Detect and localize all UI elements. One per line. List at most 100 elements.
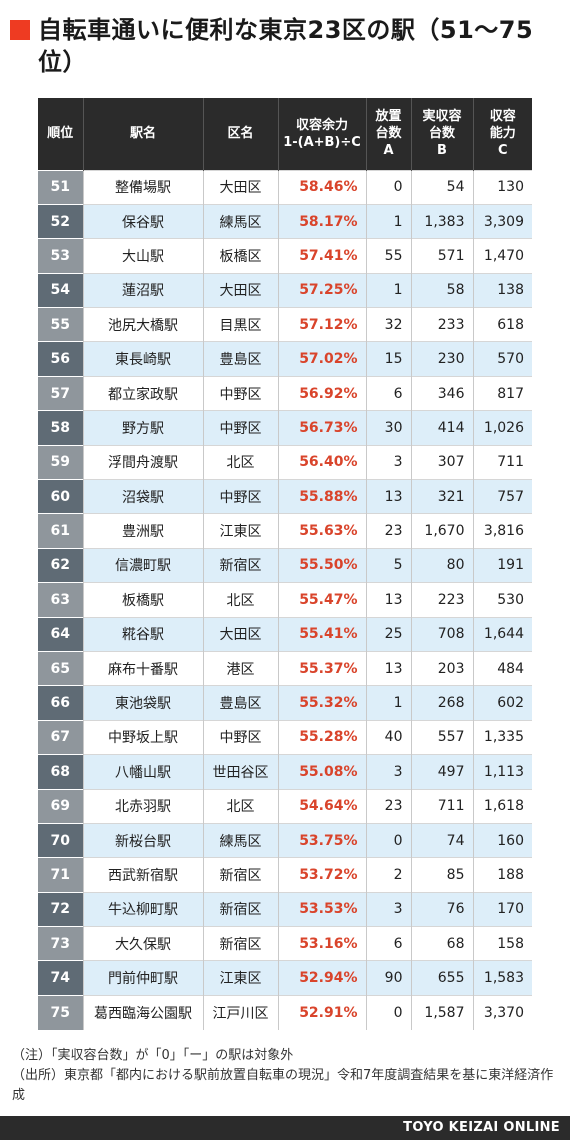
footer-brand-bar: TOYO KEIZAI ONLINE: [0, 1116, 570, 1140]
abandoned-cell: 6: [365, 375, 411, 411]
header-rank: 順位: [38, 98, 83, 170]
abandoned-cell: 2: [365, 857, 411, 893]
station-cell: 糀谷駅: [82, 616, 203, 652]
table-row: 72 牛込柳町駅 新宿区 53.53% 3 76 170: [38, 891, 532, 927]
table-row: 56 東長崎駅 豊島区 57.02% 15 230 570: [38, 341, 532, 377]
rank-cell: 61: [38, 513, 83, 549]
ward-cell: 北区: [202, 788, 278, 824]
footnotes: （注）「実収容台数」が「0」「ー」の駅は対象外 （出所）東京都「都内における駅前…: [12, 1046, 562, 1106]
station-cell: 葛西臨海公園駅: [82, 994, 203, 1030]
rank-cell: 68: [38, 754, 83, 790]
title-block: 自転車通いに便利な東京23区の駅（51〜75位）: [10, 14, 560, 78]
station-cell: 野方駅: [82, 410, 203, 446]
rank-cell: 67: [38, 719, 83, 755]
ward-cell: 江東区: [202, 513, 278, 549]
ratio-cell: 55.28%: [277, 719, 366, 755]
station-cell: 沼袋駅: [82, 479, 203, 514]
note-exclusion: （注）「実収容台数」が「0」「ー」の駅は対象外: [12, 1048, 294, 1063]
actual-cell: 76: [410, 891, 473, 927]
actual-cell: 321: [410, 479, 473, 514]
table-row: 68 八幡山駅 世田谷区 55.08% 3 497 1,113: [38, 754, 532, 790]
station-cell: 八幡山駅: [82, 754, 203, 790]
abandoned-cell: 5: [365, 547, 411, 583]
actual-cell: 80: [410, 547, 473, 583]
capacity-cell: 3,309: [472, 203, 532, 239]
capacity-cell: 160: [472, 822, 532, 858]
abandoned-cell: 25: [365, 616, 411, 652]
capacity-cell: 484: [472, 650, 532, 686]
rank-cell: 57: [38, 375, 83, 411]
ratio-cell: 54.64%: [277, 788, 366, 824]
header-b-line3: B: [437, 143, 447, 159]
ratio-cell: 56.73%: [277, 410, 366, 446]
station-cell: 中野坂上駅: [82, 719, 203, 755]
ratio-cell: 55.50%: [277, 547, 366, 583]
table-row: 53 大山駅 板橋区 57.41% 55 571 1,470: [38, 238, 532, 274]
table-header-row: 順位 駅名 区名 収容余力 1-(A+B)÷C 放置 台数 A 実収容 台数 B…: [38, 98, 532, 170]
header-c-line3: C: [497, 143, 508, 159]
actual-cell: 233: [410, 307, 473, 342]
station-cell: 門前仲町駅: [82, 960, 203, 996]
table-row: 66 東池袋駅 豊島区 55.32% 1 268 602: [38, 685, 532, 721]
rank-cell: 65: [38, 650, 83, 686]
station-cell: 西武新宿駅: [82, 857, 203, 893]
ward-cell: 豊島区: [202, 341, 278, 377]
rank-cell: 53: [38, 238, 83, 274]
rank-cell: 70: [38, 822, 83, 858]
abandoned-cell: 6: [365, 926, 411, 961]
page-title: 自転車通いに便利な東京23区の駅（51〜75位）: [38, 16, 534, 76]
ratio-cell: 55.37%: [277, 650, 366, 686]
station-cell: 浮間舟渡駅: [82, 444, 203, 480]
actual-cell: 68: [410, 926, 473, 961]
table-row: 74 門前仲町駅 江東区 52.94% 90 655 1,583: [38, 960, 532, 996]
capacity-cell: 757: [472, 479, 532, 514]
table-row: 69 北赤羽駅 北区 54.64% 23 711 1,618: [38, 788, 532, 824]
title-accent-square: [10, 20, 30, 40]
header-b-line1: 実収容: [422, 109, 462, 125]
ratio-cell: 53.53%: [277, 891, 366, 927]
capacity-cell: 1,583: [472, 960, 532, 996]
ward-cell: 北区: [202, 582, 278, 618]
header-ratio-line2: 1-(A+B)÷C: [283, 134, 361, 150]
actual-cell: 497: [410, 754, 473, 790]
capacity-cell: 191: [472, 547, 532, 583]
capacity-cell: 1,113: [472, 754, 532, 790]
actual-cell: 708: [410, 616, 473, 652]
capacity-cell: 1,644: [472, 616, 532, 652]
capacity-cell: 711: [472, 444, 532, 480]
rank-cell: 54: [38, 272, 83, 308]
ward-cell: 練馬区: [202, 203, 278, 239]
table-row: 54 蓮沼駅 大田区 57.25% 1 58 138: [38, 272, 532, 308]
station-cell: 保谷駅: [82, 203, 203, 239]
ratio-cell: 57.25%: [277, 272, 366, 308]
header-ratio: 収容余力 1-(A+B)÷C: [277, 98, 366, 170]
ward-cell: 中野区: [202, 410, 278, 446]
actual-cell: 268: [410, 685, 473, 721]
station-cell: 都立家政駅: [82, 375, 203, 411]
abandoned-cell: 0: [365, 169, 411, 205]
ratio-cell: 53.75%: [277, 822, 366, 858]
actual-cell: 54: [410, 169, 473, 205]
ward-cell: 新宿区: [202, 891, 278, 927]
actual-cell: 346: [410, 375, 473, 411]
station-cell: 信濃町駅: [82, 547, 203, 583]
ward-cell: 豊島区: [202, 685, 278, 721]
station-cell: 北赤羽駅: [82, 788, 203, 824]
header-c-line2: 能力: [489, 126, 516, 142]
ward-cell: 中野区: [202, 375, 278, 411]
abandoned-cell: 23: [365, 788, 411, 824]
ratio-cell: 55.32%: [277, 685, 366, 721]
capacity-cell: 138: [472, 272, 532, 308]
capacity-cell: 817: [472, 375, 532, 411]
header-ratio-line1: 収容余力: [295, 117, 348, 133]
table-row: 67 中野坂上駅 中野区 55.28% 40 557 1,335: [38, 719, 532, 755]
table-body: 51 整備場駅 大田区 58.46% 0 54 130 52 保谷駅 練馬区 58.17% 1 1,3…: [38, 169, 532, 1030]
table-row: 61 豊洲駅 江東区 55.63% 23 1,670 3,816: [38, 513, 532, 549]
abandoned-cell: 55: [365, 238, 411, 274]
station-cell: 牛込柳町駅: [82, 891, 203, 927]
station-cell: 大山駅: [82, 238, 203, 274]
actual-cell: 1,587: [410, 994, 473, 1030]
rank-cell: 58: [38, 410, 83, 446]
note-source: （出所）東京都「都内における駅前放置自転車の現況」令和7年度調査結果を基に東洋経…: [12, 1068, 554, 1103]
ward-cell: 大田区: [202, 272, 278, 308]
